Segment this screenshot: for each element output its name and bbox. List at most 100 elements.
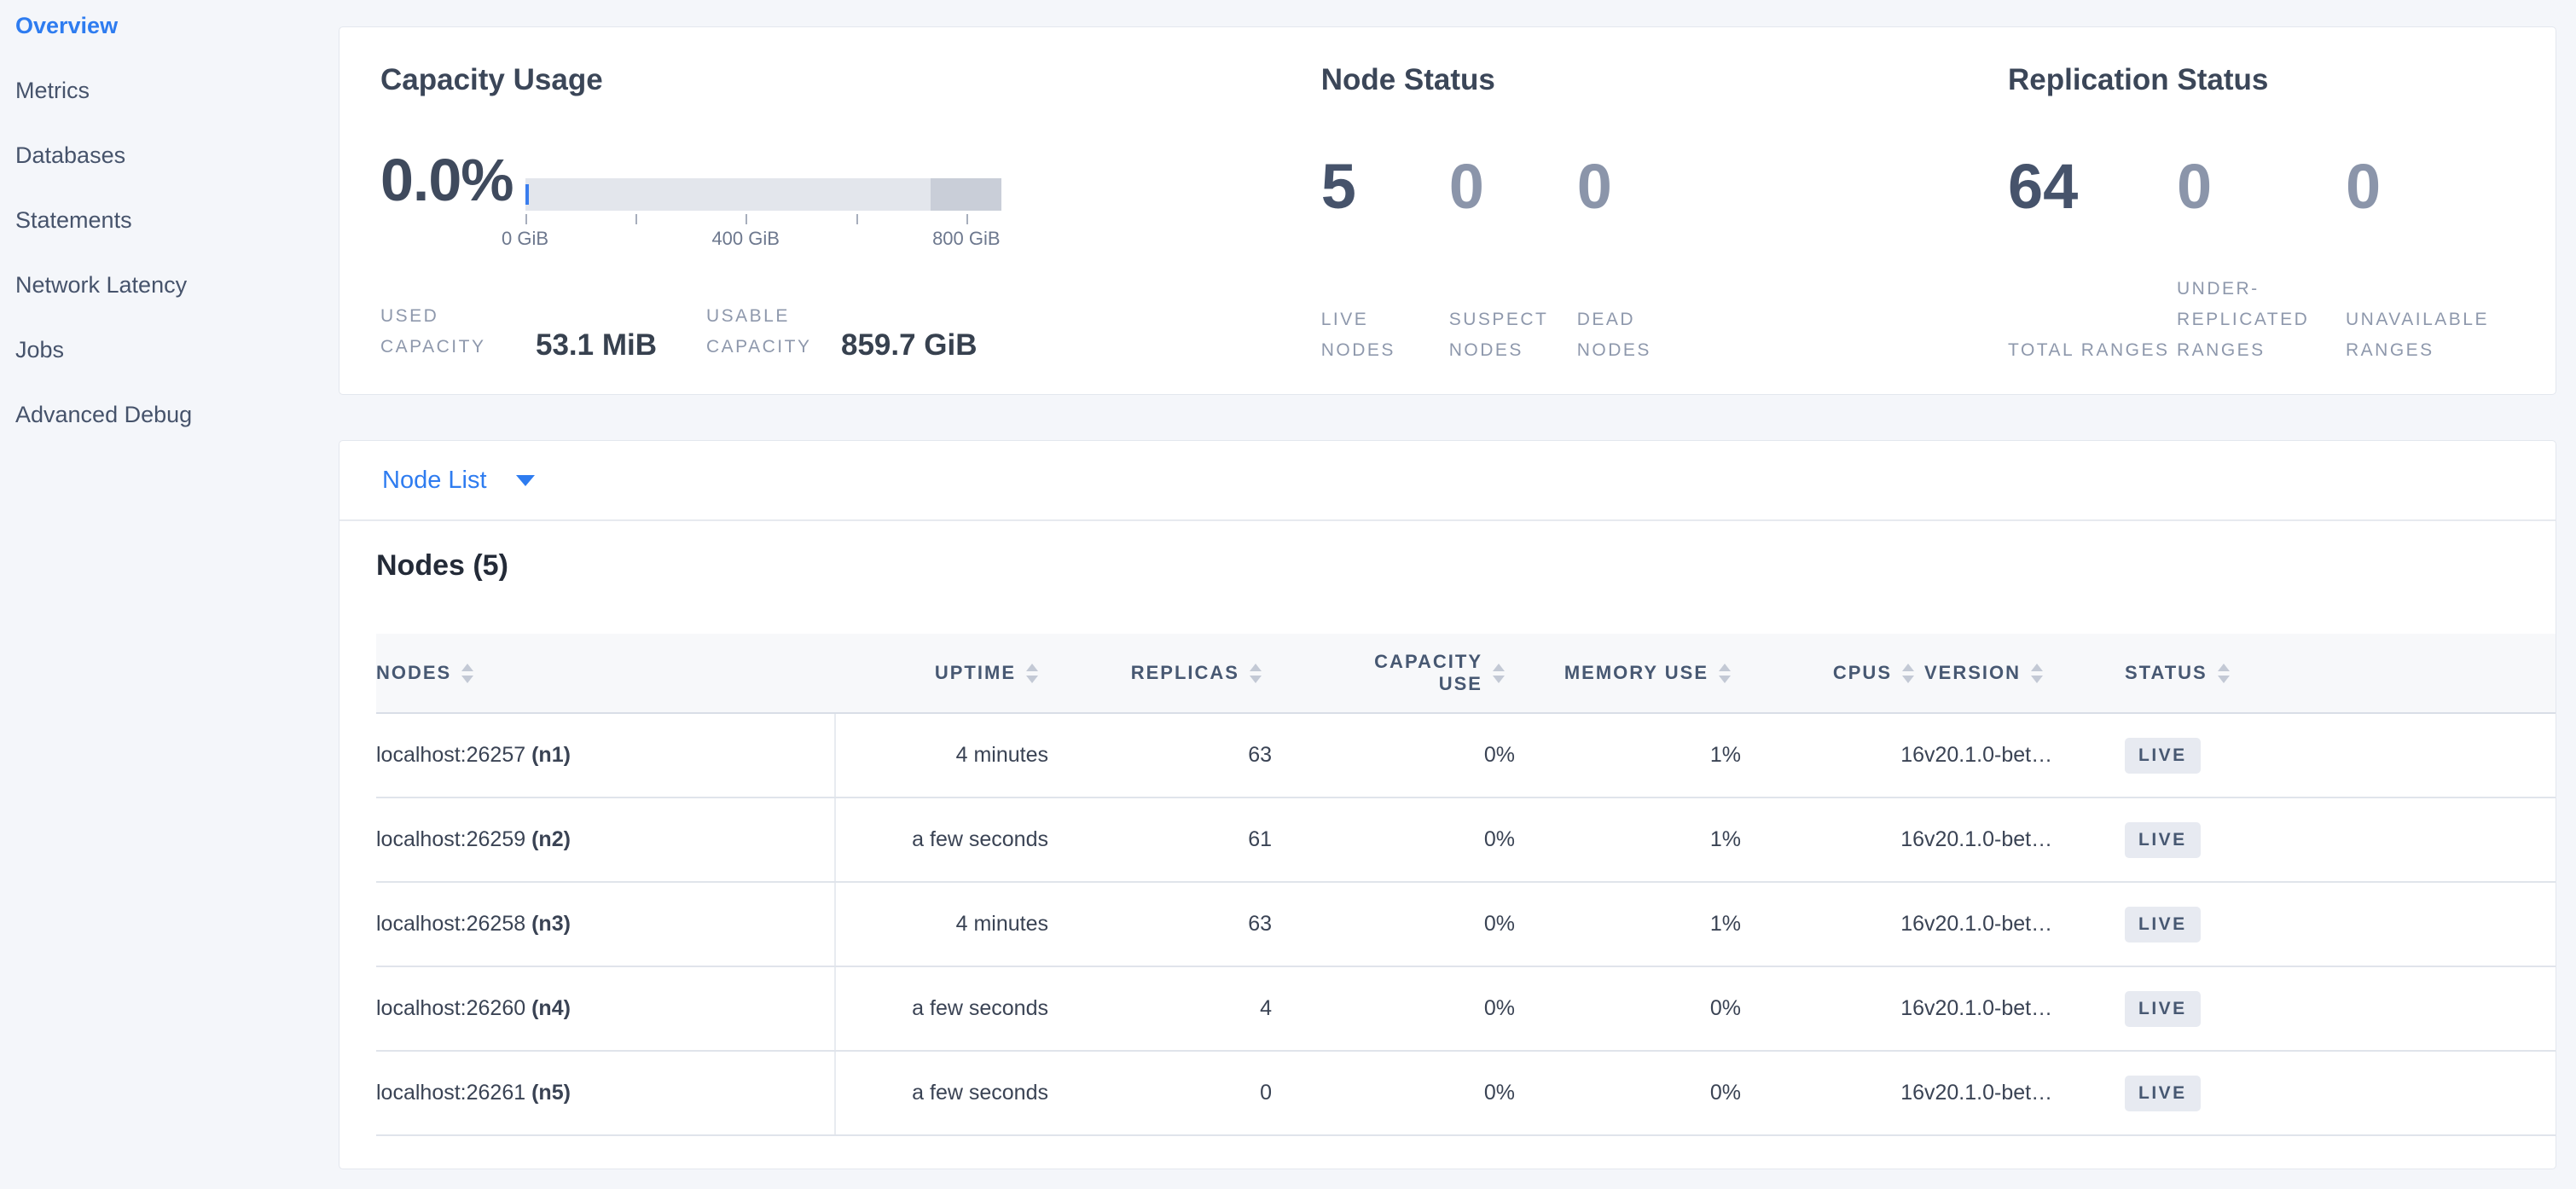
used-capacity-value: 53.1 MiB — [536, 328, 657, 362]
sort-icon[interactable] — [2031, 663, 2044, 683]
cell-cpus: 16 — [1741, 1051, 1924, 1136]
stat-live-nodes: 5 LIVE NODES — [1321, 153, 1449, 366]
nodes-table-title: Nodes (5) — [376, 549, 508, 582]
cell-memory: 1% — [1515, 882, 1741, 967]
sidebar-item-databases[interactable]: Databases — [15, 142, 126, 168]
column-header-memory-use[interactable]: MEMORY USE — [1515, 634, 1741, 714]
stat-value: 5 — [1320, 151, 1356, 222]
node-row[interactable]: localhost:26259 (n2) a few seconds 61 0% 1% 1… — [376, 798, 2556, 883]
stat-value: 0 — [1576, 151, 1612, 222]
sidebar-item-advanced-debug[interactable]: Advanced Debug — [15, 402, 193, 427]
cell-replicas: 63 — [1048, 882, 1272, 967]
node-status-section: Node Status 5 LIVE NODES 0 SUSPECT NODES 0 DE… — [1321, 27, 2008, 394]
cell-cpus: 16 — [1741, 966, 1924, 1052]
stat-suspect-nodes: 0 SUSPECT NODES — [1449, 153, 1577, 366]
sort-icon[interactable] — [2217, 663, 2230, 683]
axis-tick-mark — [635, 214, 637, 224]
cell-status: LIVE — [2125, 798, 2556, 883]
sort-icon[interactable] — [1719, 663, 1731, 683]
column-header-label: REPLICAS — [1130, 662, 1239, 683]
column-header-label: CPUS — [1832, 662, 1892, 683]
sidebar-item-overview[interactable]: Overview — [15, 13, 119, 38]
cell-node: localhost:26257 (n1) — [376, 713, 836, 798]
node-list-dropdown-label: Node List — [382, 466, 487, 494]
node-address-link[interactable]: localhost:26258 (n3) — [376, 912, 571, 936]
node-row[interactable]: localhost:26258 (n3) 4 minutes 63 0% 1% 16 v20… — [376, 882, 2556, 967]
column-header-uptime[interactable]: UPTIME — [835, 634, 1048, 714]
stat-label: UNAVAILABLE RANGES — [2346, 310, 2489, 360]
capacity-bar-chart: 0 GiB 400 GiB 800 GiB — [502, 178, 1001, 250]
node-address-link[interactable]: localhost:26259 (n2) — [376, 827, 571, 851]
node-address-link[interactable]: localhost:26257 (n1) — [376, 743, 571, 767]
cell-uptime: a few seconds — [835, 798, 1048, 883]
cell-memory: 0% — [1515, 1051, 1741, 1136]
node-row[interactable]: localhost:26257 (n1) 4 minutes 63 0% 1% 16 v20… — [376, 713, 2556, 798]
capacity-bar-reserved-segment — [930, 178, 1001, 211]
replication-status-section: Replication Status 64 TOTAL RANGES 0 UNDER-… — [2008, 27, 2515, 394]
stat-label: SUSPECT NODES — [1448, 310, 1548, 360]
cell-memory: 0% — [1515, 966, 1741, 1052]
cell-replicas: 61 — [1048, 798, 1272, 883]
cell-cpus: 16 — [1741, 798, 1924, 883]
cluster-summary-card: Capacity Usage 0.0% 0 GiB 400 GiB 800 GiB … — [339, 26, 2556, 395]
column-header-cpus[interactable]: CPUS — [1741, 634, 1924, 714]
sort-icon[interactable] — [1250, 663, 1262, 683]
column-header-label: NODES — [376, 662, 452, 683]
stat-total-ranges: 64 TOTAL RANGES — [2008, 153, 2177, 366]
node-row[interactable]: localhost:26260 (n4) a few seconds 4 0% 0% 16… — [376, 966, 2556, 1052]
cell-capacity: 0% — [1272, 713, 1515, 798]
stat-label: LIVE NODES — [1320, 310, 1395, 360]
sidebar-item-jobs[interactable]: Jobs — [15, 337, 65, 362]
column-header-label: VERSION — [1924, 662, 2022, 683]
cell-status: LIVE — [2125, 966, 2556, 1052]
node-row[interactable]: localhost:26261 (n5) a few seconds 0 0% 0% 16… — [376, 1051, 2556, 1136]
sidebar-item-statements[interactable]: Statements — [15, 207, 132, 233]
capacity-usage-section: Capacity Usage 0.0% 0 GiB 400 GiB 800 GiB … — [380, 27, 1321, 394]
cell-uptime: a few seconds — [835, 1051, 1048, 1136]
stat-dead-nodes: 0 DEAD NODES — [1577, 153, 1705, 366]
sort-icon[interactable] — [1026, 663, 1038, 683]
axis-tick-label: 800 GiB — [932, 228, 1001, 249]
cell-memory: 1% — [1515, 798, 1741, 883]
capacity-usage-title: Capacity Usage — [380, 63, 603, 96]
cell-capacity: 0% — [1272, 966, 1515, 1052]
node-list-card: Node List Nodes (5) NODES UPTIME REPLICAS C… — [339, 440, 2556, 1169]
capacity-bar-used-marker — [525, 184, 529, 205]
node-address-link[interactable]: localhost:26261 (n5) — [376, 1081, 571, 1105]
column-header-label: UPTIME — [934, 662, 1016, 683]
cell-status: LIVE — [2125, 882, 2556, 967]
cell-replicas: 0 — [1048, 1051, 1272, 1136]
sidebar: Overview Metrics Databases Statements Networ… — [0, 0, 339, 466]
node-status-title: Node Status — [1320, 63, 1495, 96]
cell-capacity: 0% — [1272, 1051, 1515, 1136]
stat-value: 64 — [2008, 151, 2079, 222]
cell-version: v20.1.0-bet… — [1924, 713, 2125, 798]
column-header-capacity-use[interactable]: CAPACITY USE — [1272, 634, 1515, 714]
cell-capacity: 0% — [1272, 798, 1515, 883]
cell-replicas: 63 — [1048, 713, 1272, 798]
column-header-status[interactable]: STATUS — [2125, 634, 2556, 714]
sidebar-item-network-latency[interactable]: Network Latency — [15, 272, 188, 298]
node-list-dropdown[interactable]: Node List — [382, 467, 535, 495]
stat-label: TOTAL RANGES — [2008, 340, 2170, 360]
cell-replicas: 4 — [1048, 966, 1272, 1052]
column-header-nodes[interactable]: NODES — [376, 634, 835, 714]
nodes-table-area: Nodes (5) NODES UPTIME REPLICAS CAPACITY US… — [339, 548, 2556, 1169]
stat-under-replicated-ranges: 0 UNDER-REPLICATED RANGES — [2177, 153, 2346, 366]
usable-capacity-value: 859.7 GiB — [841, 328, 978, 362]
capacity-bar — [525, 178, 1001, 211]
column-header-replicas[interactable]: REPLICAS — [1048, 634, 1272, 714]
cell-status: LIVE — [2125, 713, 2556, 798]
sidebar-item-metrics[interactable]: Metrics — [15, 78, 90, 103]
stat-label: DEAD NODES — [1576, 310, 1651, 360]
node-address-link[interactable]: localhost:26260 (n4) — [376, 996, 571, 1020]
cell-uptime: a few seconds — [835, 966, 1048, 1052]
cell-version: v20.1.0-bet… — [1924, 798, 2125, 883]
sort-icon[interactable] — [1493, 663, 1505, 683]
sort-icon[interactable] — [1902, 663, 1914, 683]
capacity-used-percent: 0.0% — [380, 147, 514, 213]
sort-icon[interactable] — [461, 663, 474, 683]
cell-node: localhost:26261 (n5) — [376, 1051, 836, 1136]
cell-memory: 1% — [1515, 713, 1741, 798]
column-header-version[interactable]: VERSION — [1924, 634, 2125, 714]
